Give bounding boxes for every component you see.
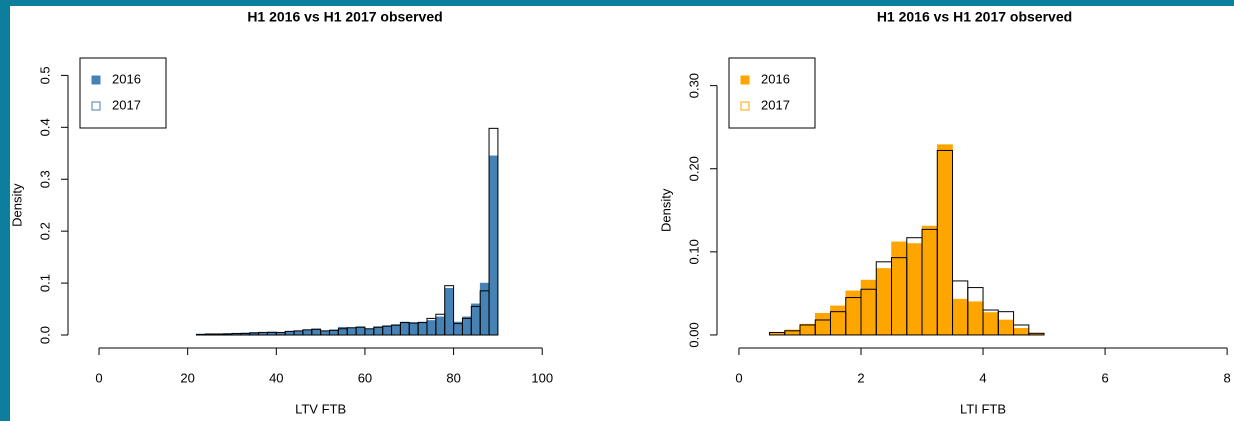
chart-title: H1 2016 vs H1 2017 observed (247, 9, 442, 25)
x-tick-label: 0 (735, 370, 742, 385)
histogram-bar (982, 312, 999, 336)
histogram-bar (408, 322, 419, 336)
x-axis-label: LTV FTB (295, 401, 346, 416)
y-tick-label: 0.1 (37, 274, 52, 292)
y-tick-label: 0.20 (686, 156, 701, 181)
histogram-bar (1013, 328, 1030, 336)
y-tick-label: 0.30 (686, 73, 701, 98)
histogram-bar (921, 225, 938, 336)
histogram-bar (997, 319, 1014, 336)
x-tick-label: 2 (857, 370, 864, 385)
y-tick-label: 0.5 (37, 66, 52, 84)
histogram-bar (364, 328, 375, 336)
legend-label: 2016 (112, 71, 141, 86)
histogram-bar (1028, 332, 1045, 336)
histogram-bar (355, 326, 366, 336)
histogram-bar (814, 313, 831, 336)
histogram-bar (997, 311, 1015, 336)
legend-label: 2017 (761, 97, 790, 112)
histogram-bar (293, 330, 304, 336)
histogram-bar (400, 321, 410, 336)
legend-label: 2017 (112, 97, 141, 112)
histogram-bar (875, 268, 892, 336)
histogram-bar (373, 326, 383, 336)
legend-label: 2016 (761, 71, 790, 86)
y-axis-label: Density (9, 183, 24, 227)
frame-edge (0, 0, 10, 421)
y-tick-label: 0.10 (686, 239, 701, 264)
histogram-bar (302, 330, 313, 336)
histogram-bar (799, 323, 816, 336)
y-axis-label: Density (658, 188, 673, 232)
histogram-bar (488, 127, 499, 336)
histogram-bar (435, 316, 446, 336)
y-tick-label: 0.0 (37, 326, 52, 344)
histogram-bar (444, 285, 455, 336)
x-tick-label: 0 (95, 370, 102, 385)
histogram-bar (936, 149, 954, 336)
x-tick-label: 20 (180, 370, 194, 385)
x-tick-label: 100 (531, 370, 553, 385)
frame-edge (0, 0, 1234, 6)
histogram-bar (320, 330, 330, 336)
histogram-bar (830, 305, 847, 336)
y-tick-label: 0.3 (37, 170, 52, 188)
histogram-bar (860, 279, 877, 336)
histogram-bar (1013, 324, 1030, 336)
histogram-bar (391, 324, 401, 336)
legend-swatch (91, 101, 101, 111)
x-tick-label: 80 (446, 370, 460, 385)
chart-title: H1 2016 vs H1 2017 observed (877, 9, 1072, 25)
x-tick-label: 8 (1224, 370, 1231, 385)
histogram-bar (417, 321, 428, 336)
x-tick-label: 40 (269, 370, 283, 385)
histogram-bar (196, 333, 206, 336)
histogram-bar (284, 331, 295, 336)
histogram-bar (426, 320, 437, 336)
histogram-bar (936, 144, 953, 336)
histogram-bar (891, 241, 908, 336)
histogram-bar (346, 327, 357, 336)
histogram-bar (967, 301, 984, 336)
y-tick-label: 0.2 (37, 222, 52, 240)
legend-swatch (91, 75, 101, 85)
legend-swatch (740, 75, 750, 85)
legend-box (728, 57, 816, 129)
histogram-bar (952, 298, 969, 336)
legend-swatch (740, 101, 750, 111)
y-tick-label: 0.4 (37, 118, 52, 136)
histogram-bar (462, 316, 472, 336)
x-tick-label: 60 (358, 370, 372, 385)
histogram-bar (488, 155, 499, 336)
histogram-bar (471, 303, 481, 336)
y-tick-label: 0.00 (686, 322, 701, 347)
x-axis-label: LTI FTB (960, 401, 1006, 416)
histogram-bar (906, 243, 923, 336)
histogram-bar (382, 325, 392, 336)
legend-box (79, 57, 167, 129)
x-tick-label: 4 (979, 370, 986, 385)
histogram-bar (444, 287, 454, 336)
x-tick-label: 6 (1101, 370, 1108, 385)
